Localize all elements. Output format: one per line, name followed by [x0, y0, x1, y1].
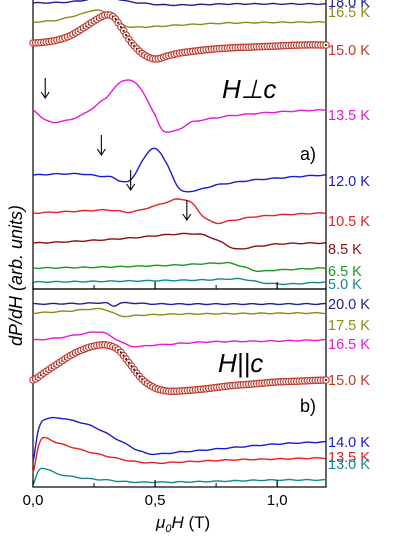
legend-label-13-0-K-p1: 13.0 K: [328, 457, 370, 473]
data-point-core-15-0-K-p0: [119, 25, 122, 29]
legend-label-10-5-K-p0: 10.5 K: [328, 214, 370, 230]
legend-label-5-0-K-p0: 5.0 K: [328, 277, 362, 293]
legend-label-18-0-K-p0: 18.0 K: [328, 0, 370, 11]
legend-label-16-5-K-p1: 16.5 K: [328, 337, 370, 353]
series-line-5-0-K-p0: [32, 277, 327, 286]
data-point-core-15-0-K-p0: [117, 21, 120, 24]
arrow-marker-1: [40, 78, 50, 99]
data-point-core-15-0-K-p1: [324, 378, 328, 382]
legend-label-14-0-K-p1: 14.0 K: [328, 435, 370, 451]
legend-label-20-0-K-p1: 20.0 K: [328, 297, 370, 313]
legend-label-16-5-K-p0: 16.5 K: [328, 5, 370, 21]
x-tick-label: 0,5: [145, 492, 166, 509]
legend-label-8-5-K-p0: 8.5 K: [328, 242, 362, 258]
x-axis-label-mu: μ: [155, 513, 166, 532]
data-point-core-15-0-K-p0: [125, 34, 128, 37]
arrow-marker-3: [126, 170, 136, 191]
panel-b-frame: [32, 288, 327, 488]
series-line-16-5-K-p1: [32, 331, 326, 348]
series-line-8-5-K-p0: [32, 232, 327, 250]
x-tick-label: 1,0: [267, 492, 288, 509]
series-line-13-0-K-p1: [32, 467, 326, 485]
data-point-core-15-0-K-p0: [114, 17, 117, 21]
legend-label-6-5-K-p0: 6.5 K: [328, 264, 362, 280]
series-line-13-5-K-p1: [32, 436, 326, 474]
x-axis-label: μ0H (T): [155, 513, 210, 535]
series-line-14-0-K-p1: [32, 416, 326, 462]
series-line-10-5-K-p0: [32, 198, 327, 225]
series-line-13-5-K-p0: [32, 79, 327, 133]
axis-ticks: 0,0 0,5 1,0: [23, 282, 288, 509]
y-axis-label: dP/dH (arb. units): [6, 205, 26, 346]
series-layer: [32, 0, 327, 485]
series-line-16-5-K-p0: [32, 9, 327, 28]
legend-label-12-0-K-p0: 12.0 K: [328, 174, 370, 190]
data-point-core-15-0-K-p0: [122, 29, 125, 32]
series-line-20-0-K-p1: [32, 301, 327, 307]
markers-layer: [29, 11, 330, 396]
series-line-12-0-K-p0: [32, 147, 327, 193]
x-axis-label-h: H: [171, 513, 184, 532]
panel-b-annotation: H||c: [218, 348, 263, 378]
panel-b-label: b): [300, 396, 316, 416]
x-axis-label-unit: (T): [184, 513, 210, 532]
arrow-marker-4: [182, 200, 192, 221]
series-line-18-0-K-p0: [32, 0, 327, 7]
legend-labels: 18.0 K16.5 K15.0 K13.5 K12.0 K10.5 K8.5 …: [328, 0, 370, 473]
legend-label-17-5-K-p1: 17.5 K: [328, 318, 370, 334]
arrow-marker-2: [96, 135, 106, 156]
legend-label-15-0-K-p1: 15.0 K: [328, 373, 370, 389]
panel-a-annotation: H⊥c: [222, 74, 276, 104]
panel-a-label: a): [300, 144, 316, 164]
series-line-6-5-K-p0: [32, 261, 327, 272]
x-tick-label: 0,0: [23, 492, 44, 509]
x-axis-label-sub: 0: [165, 523, 172, 535]
data-point-core-15-0-K-p0: [324, 43, 328, 47]
legend-label-15-0-K-p0: 15.0 K: [328, 43, 370, 59]
arrows-layer: [40, 78, 192, 221]
series-line-17-5-K-p1: [32, 307, 326, 318]
legend-label-13-5-K-p1: 13.5 K: [328, 450, 370, 466]
legend-label-13-5-K-p0: 13.5 K: [328, 108, 370, 124]
